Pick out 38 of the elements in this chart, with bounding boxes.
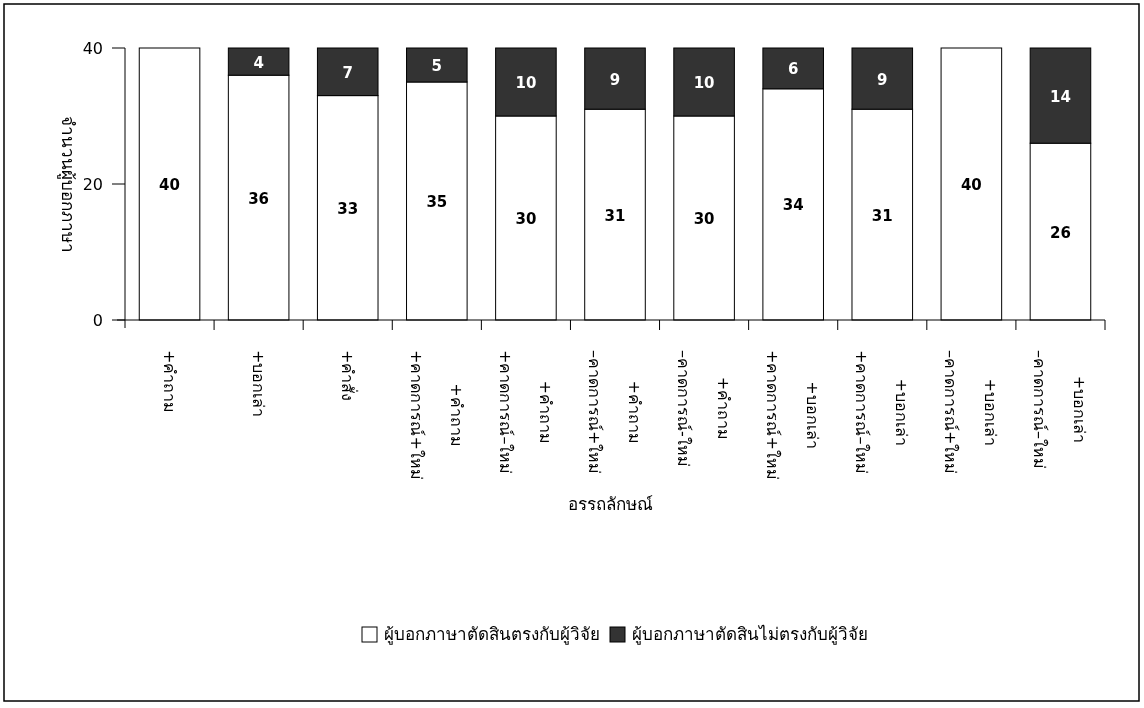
data-label: 34 xyxy=(782,196,804,215)
legend-label: ผู้บอกภาษาตัดสินไม่ตรงกับผู้วิจัย xyxy=(632,624,868,645)
data-label: 30 xyxy=(515,210,537,228)
category-label: –คาดการณ์–ใหม่ +บอกเล่า xyxy=(1030,350,1090,469)
legend-label: ผู้บอกภาษาตัดสินตรงกับผู้วิจัย xyxy=(384,624,600,645)
category-label: –คาดการณ์+ใหม่ +คำถาม xyxy=(585,350,644,475)
y-tick-label: 20 xyxy=(82,175,103,194)
category-label: +คาดการณ์–ใหม่ +คำถาม xyxy=(495,350,555,475)
x-tick-label: +บอกเล่า xyxy=(248,350,268,418)
data-label: 30 xyxy=(693,210,715,228)
category-label: +คาดการณ์+ใหม่ +บอกเล่า xyxy=(763,350,823,480)
data-label: 5 xyxy=(431,57,443,75)
y-tick-label: 0 xyxy=(92,311,103,330)
data-label: 26 xyxy=(1050,223,1071,242)
x-tick-label: +คำสั่ง xyxy=(337,350,359,402)
data-label: 31 xyxy=(871,206,893,225)
data-label: 33 xyxy=(337,199,359,218)
data-label: 10 xyxy=(693,74,715,92)
category-label: +คาดการณ์–ใหม่ +บอกเล่า xyxy=(852,350,912,475)
data-label: 36 xyxy=(248,189,270,208)
category-label: –คาดการณ์-ใหม่ +คำถาม xyxy=(674,350,734,467)
y-tick-label: 40 xyxy=(82,39,103,58)
data-label: 7 xyxy=(342,63,353,82)
data-label: 6 xyxy=(787,60,799,79)
data-label: 35 xyxy=(426,193,448,211)
category-label: –คาดการณ์+ใหม่ +บอกเล่า xyxy=(941,350,1001,475)
data-label: 14 xyxy=(1050,87,1071,106)
data-label: 9 xyxy=(609,70,621,89)
data-label: 31 xyxy=(604,206,626,225)
data-label: 9 xyxy=(877,70,888,89)
y-axis-title: จำนวนผู้บอกภาษา xyxy=(57,115,78,253)
category-label: +คาดการณ์+ใหม่ +คำถาม xyxy=(406,350,466,480)
data-label: 10 xyxy=(515,74,537,92)
x-axis-title: อรรถลักษณ์ xyxy=(567,493,653,514)
x-tick-label: +คำถาม xyxy=(159,350,179,414)
data-label: 4 xyxy=(253,53,264,72)
data-label: 40 xyxy=(960,176,982,194)
data-label: 40 xyxy=(159,176,180,194)
